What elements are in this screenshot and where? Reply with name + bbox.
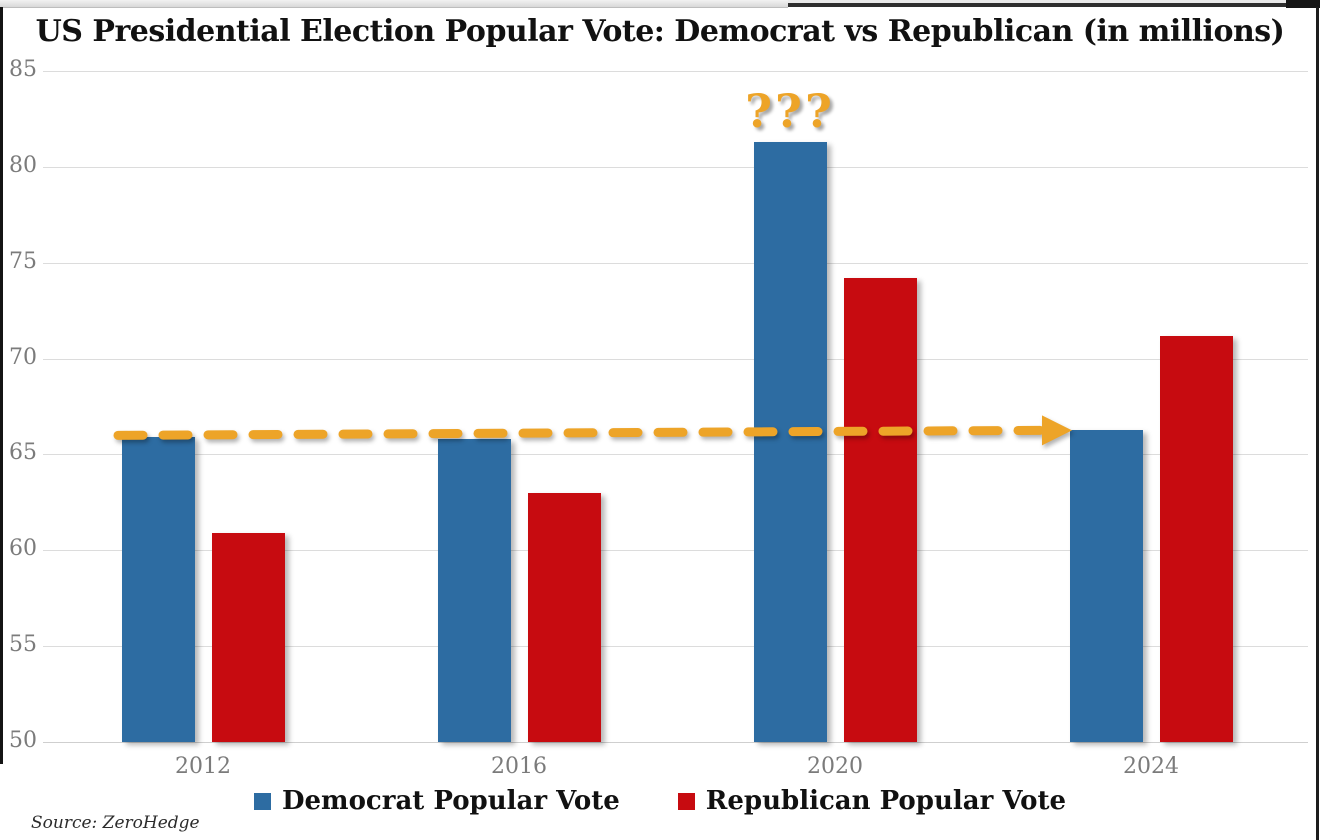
- bar-2016-democrat: [437, 439, 511, 742]
- window-top-corner: [1286, 0, 1320, 8]
- bar-2020-republican: [843, 278, 917, 742]
- legend-item-republican: Republican Popular Vote: [677, 786, 1067, 816]
- x-axis-tick-2020: 2020: [807, 754, 863, 779]
- bar-2024-democrat: [1069, 429, 1143, 742]
- bar-2024-republican: [1159, 335, 1233, 742]
- legend-item-democrat: Democrat Popular Vote: [253, 786, 620, 816]
- legend-label: Democrat Popular Vote: [281, 786, 620, 816]
- source-credit: Source: ZeroHedge: [31, 813, 200, 833]
- bar-2012-democrat: [121, 437, 195, 742]
- y-axis-tick-70: 70: [9, 344, 37, 370]
- x-axis-tick-2012: 2012: [175, 754, 231, 779]
- x-axis-tick-2024: 2024: [1123, 754, 1179, 779]
- bar-2020-democrat: [753, 141, 827, 742]
- gridline-75: [43, 262, 1308, 264]
- y-axis-tick-60: 60: [9, 536, 37, 562]
- y-axis-tick-80: 80: [9, 152, 37, 178]
- x-axis-tick-2016: 2016: [491, 754, 547, 779]
- window-top-edge: [0, 0, 1320, 8]
- gridline-80: [43, 166, 1308, 168]
- window-top-edge-right: [788, 0, 1320, 7]
- bar-2016-republican: [527, 492, 601, 742]
- window-top-edge-left: [0, 0, 788, 8]
- legend: Democrat Popular Vote Republican Popular …: [0, 786, 1320, 816]
- gridline-50: [43, 742, 1308, 743]
- gridline-60: [43, 550, 1308, 552]
- legend-swatch-icon: [253, 792, 271, 810]
- y-axis-tick-85: 85: [9, 57, 37, 82]
- gridline-70: [43, 358, 1308, 360]
- window-right-edge: [1316, 7, 1319, 840]
- bar-2012-republican: [211, 533, 285, 742]
- y-axis-tick-55: 55: [9, 632, 37, 658]
- gridline-55: [43, 646, 1308, 648]
- legend-label: Republican Popular Vote: [705, 786, 1067, 816]
- window-left-edge: [0, 7, 3, 764]
- y-axis-tick-65: 65: [9, 440, 37, 466]
- arrowhead-icon: [1042, 415, 1072, 446]
- gridline-85: [43, 71, 1308, 72]
- y-axis-tick-50: 50: [9, 728, 37, 753]
- legend-swatch-icon: [677, 792, 695, 810]
- question-marks-annotation: ???: [745, 84, 835, 138]
- gridline-65: [43, 454, 1308, 456]
- chart-title: US Presidential Election Popular Vote: D…: [35, 14, 1285, 49]
- y-axis-tick-75: 75: [9, 248, 37, 274]
